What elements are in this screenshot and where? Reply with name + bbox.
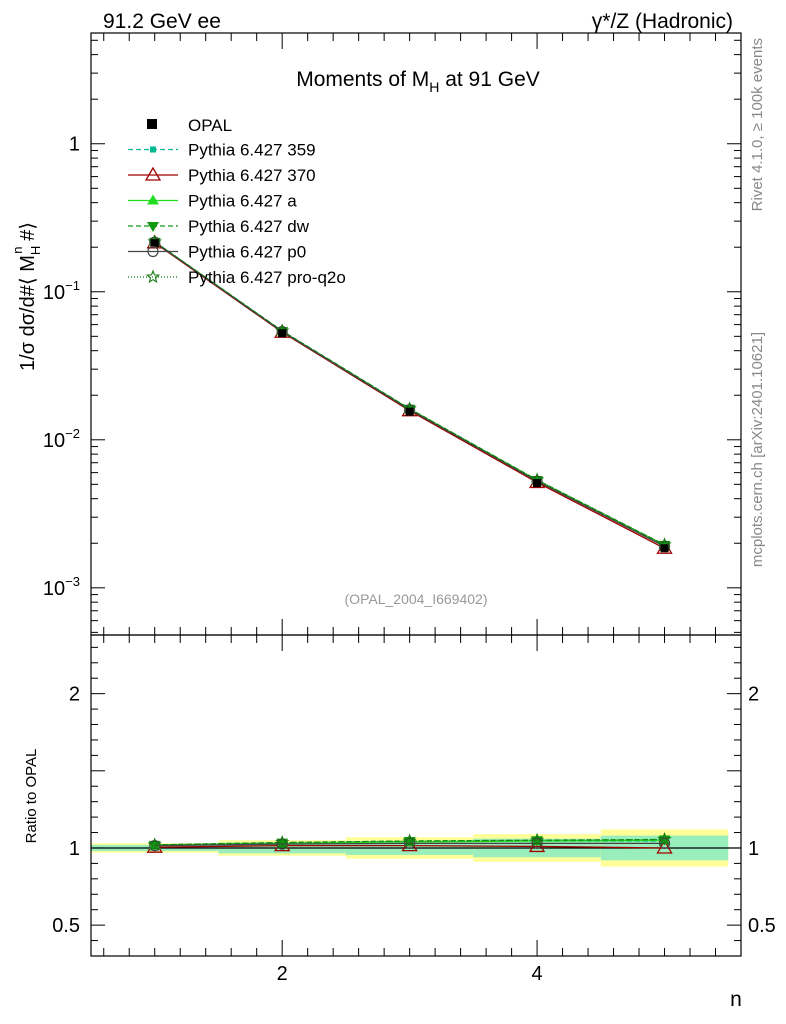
- marker: [529, 832, 545, 847]
- y-tick-label: 10−1: [43, 278, 80, 304]
- legend-label: Pythia 6.427 359: [188, 141, 316, 160]
- x-axis-label: n: [730, 988, 742, 1011]
- y-tick-label: 10−2: [43, 426, 80, 452]
- marker: [402, 833, 417, 848]
- ratio-tick-label-right: 2: [748, 684, 759, 706]
- legend-label: Pythia 6.427 370: [188, 166, 316, 185]
- marker: [405, 407, 414, 416]
- marker: [147, 222, 159, 232]
- marker: [147, 837, 162, 851]
- ratio-tick-label-right: 1: [748, 838, 759, 860]
- marker: [533, 479, 542, 488]
- side-text-top: Rivet 4.1.0, ≥ 100k events: [749, 38, 766, 211]
- marker: [145, 269, 161, 284]
- ratio-tick-label-left: 2: [69, 684, 80, 706]
- ratio-tick-label-left: 0.5: [52, 915, 80, 937]
- marker: [657, 832, 672, 846]
- ratio-series-lines: [146, 832, 673, 854]
- data-points: [150, 239, 669, 553]
- main-series-line: [154, 241, 665, 547]
- marker: [144, 166, 162, 181]
- legend-label: Pythia 6.427 dw: [188, 217, 310, 236]
- main-y-axis-label: 1/σ dσ/d#⟨ MHn #⟩: [10, 222, 43, 371]
- marker: [150, 239, 159, 248]
- x-tick-label: 2: [277, 963, 288, 985]
- main-series-line: [154, 241, 665, 546]
- ratio-tick-label-left: 1: [69, 838, 80, 860]
- marker: [147, 194, 159, 205]
- marker: [658, 837, 671, 849]
- watermark: (OPAL_2004_I669402): [345, 591, 488, 607]
- ratio-series-line: [154, 838, 665, 846]
- marker: [660, 544, 669, 553]
- header-right: γ*/Z (Hadronic): [592, 10, 733, 33]
- y-tick-label: 10−3: [43, 574, 80, 600]
- x-tick-label: 4: [532, 963, 543, 985]
- legend-label: OPAL: [188, 116, 232, 135]
- header-left: 91.2 GeV ee: [103, 10, 221, 33]
- marker: [276, 838, 288, 850]
- main-series-line: [154, 241, 665, 546]
- legend: OPAL Pythia 6.427 359 Pythia 6.427 370 Pyth…: [128, 116, 346, 287]
- side-text-bottom: mcplots.cern.ch [arXiv:2401.10621]: [749, 332, 766, 567]
- ratio-y-axis-label: Ratio to OPAL: [23, 749, 40, 844]
- main-series-line: [154, 241, 665, 546]
- tick-labels: 1 10−1 10−2 10−3 2 4 2 2 1 1 0.5 0.5: [43, 134, 776, 985]
- legend-label: Pythia 6.427 a: [188, 192, 297, 211]
- ratio-plot-frame: [90, 634, 742, 957]
- main-series-line: [154, 242, 665, 549]
- legend-label: Pythia 6.427 pro-q2o: [188, 268, 346, 287]
- main-series-line: [154, 241, 665, 547]
- marker: [149, 840, 161, 852]
- y-tick-label: 1: [69, 134, 80, 156]
- ratio-tick-label-right: 0.5: [748, 915, 776, 937]
- chart-title: Moments of MH at 91 GeV: [296, 68, 540, 95]
- marker: [275, 835, 290, 849]
- marker: [531, 837, 543, 849]
- marker: [278, 329, 287, 338]
- legend-label: Pythia 6.427 p0: [188, 243, 306, 262]
- marker: [147, 245, 159, 258]
- legend-marker: [147, 119, 157, 129]
- axis-ticks: [91, 33, 741, 956]
- marker: [404, 837, 416, 849]
- marker: [150, 146, 156, 153]
